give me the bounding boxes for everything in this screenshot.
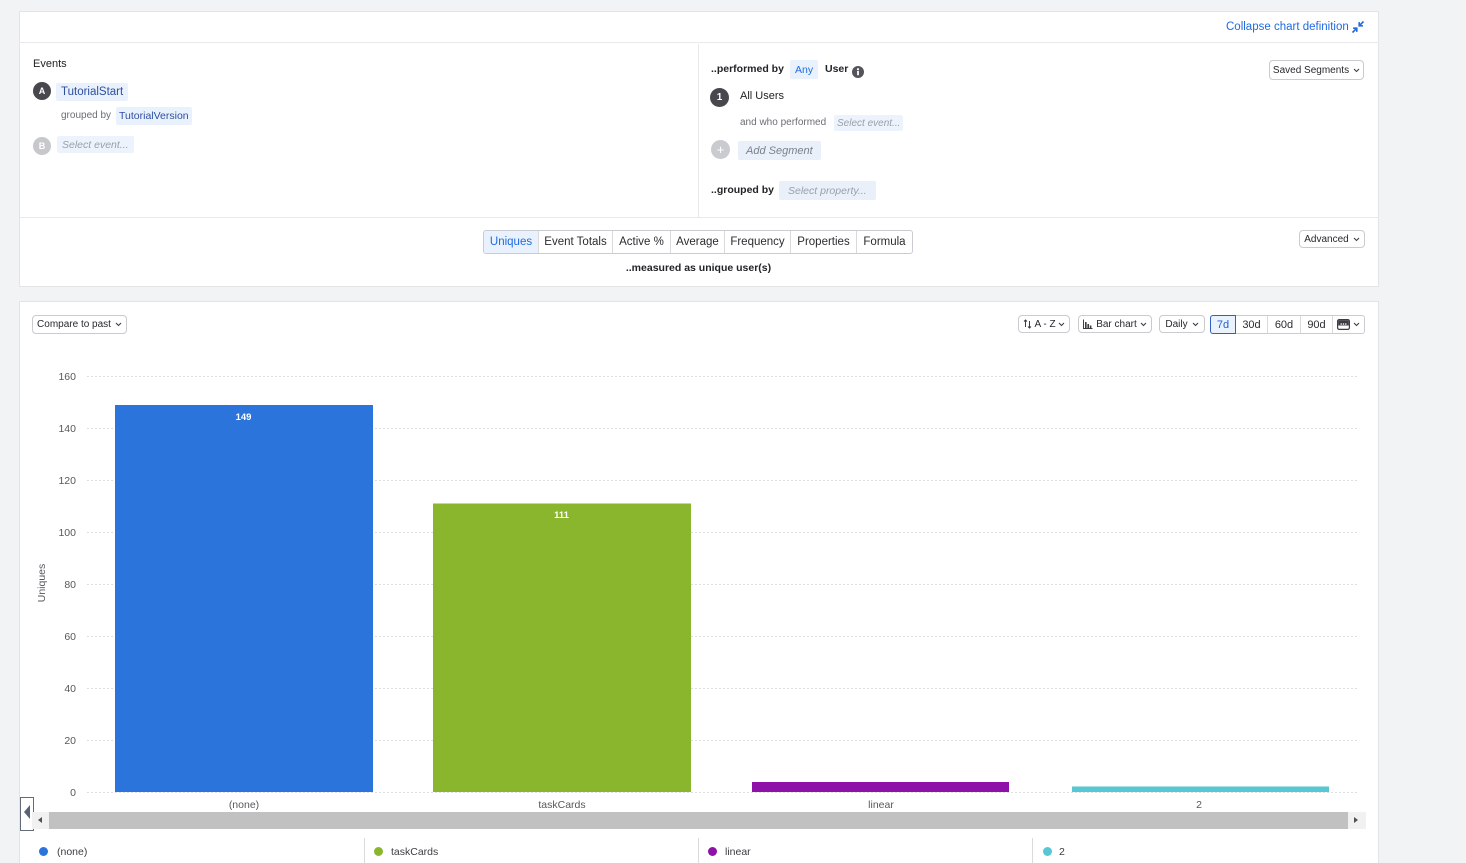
svg-text:(none): (none) — [229, 799, 259, 811]
svg-text:149: 149 — [236, 412, 252, 423]
svg-text:120: 120 — [58, 475, 76, 487]
svg-text:80: 80 — [64, 579, 76, 591]
svg-text:taskCards: taskCards — [538, 799, 585, 811]
svg-text:140: 140 — [58, 423, 76, 435]
svg-text:2: 2 — [1196, 799, 1202, 811]
svg-text:111: 111 — [554, 510, 570, 521]
svg-text:0: 0 — [70, 787, 76, 799]
svg-text:linear: linear — [868, 799, 894, 811]
svg-text:Uniques: Uniques — [36, 564, 48, 603]
svg-text:20: 20 — [64, 735, 76, 747]
svg-text:160: 160 — [58, 371, 76, 383]
svg-text:60: 60 — [64, 631, 76, 643]
svg-text:40: 40 — [64, 683, 76, 695]
svg-text:100: 100 — [58, 527, 76, 539]
